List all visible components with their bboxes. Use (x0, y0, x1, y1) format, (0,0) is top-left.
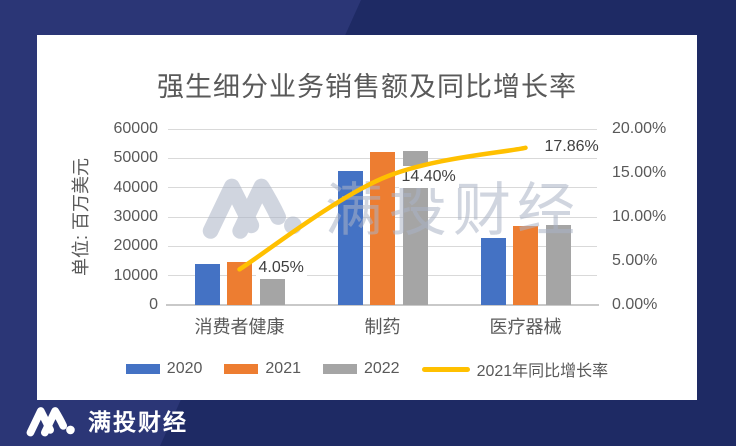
legend-item-2021: 2021 (224, 360, 301, 378)
gridline (168, 128, 597, 130)
legend-item-2020: 2020 (125, 360, 203, 378)
left-axis-tick: 30000 (113, 208, 159, 225)
chart-title: 强生细分业务销售额及同比增长率 (157, 72, 577, 102)
bar-2020 (480, 237, 506, 305)
chart-legend: 2020 2021 2022 2021年同比增长率 (37, 357, 697, 381)
bar-2020 (194, 263, 220, 305)
bar-2021 (370, 152, 395, 305)
legend-label: 2022 (363, 360, 400, 377)
legend-bar-swatch (125, 364, 160, 374)
chart-card: 强生细分业务销售额及同比增长率 单位: 百万美元 60000 50000 40000… (37, 35, 697, 400)
brand-name: 满投财经 (88, 409, 188, 435)
left-axis-tick: 60000 (113, 120, 159, 137)
left-axis-tick: 0 (149, 296, 158, 313)
right-axis-tick: 5.00% (612, 252, 658, 269)
legend-bar-swatch (224, 364, 259, 374)
legend-line-swatch (421, 366, 470, 372)
right-axis-tick: 0.00% (612, 296, 658, 313)
data-label: 17.86% (541, 135, 602, 158)
x-axis-label: 医疗器械 (489, 317, 562, 337)
data-label: 4.05% (255, 257, 307, 280)
data-label: 14.40% (398, 166, 459, 189)
bar-2020 (337, 171, 363, 305)
brand-m-icon (26, 407, 75, 437)
x-axis-label: 消费者健康 (194, 317, 285, 337)
x-axis-label: 制药 (364, 317, 401, 337)
footer-brand: 满投财经 (25, 402, 188, 438)
watermark-brand-m-icon (202, 178, 302, 239)
legend-item-2022: 2022 (322, 360, 400, 378)
left-axis-tick: 10000 (113, 266, 159, 284)
right-axis-tick: 10.00% (612, 208, 667, 225)
legend-label: 2021 (265, 360, 301, 377)
legend-item-2021年同比增长率: 2021年同比增长率 (421, 357, 609, 381)
bar-2022 (545, 224, 571, 305)
bar-2021 (227, 262, 252, 305)
legend-label: 2021年同比增长率 (476, 363, 609, 380)
legend-bar-swatch (322, 364, 357, 374)
bar-2021 (513, 225, 538, 305)
legend-label: 2020 (166, 360, 203, 377)
left-axis-tick: 40000 (113, 178, 159, 196)
x-axis-line (166, 304, 599, 306)
right-axis-tick: 15.00% (612, 164, 667, 181)
right-axis-tick: 20.00% (612, 120, 667, 137)
left-axis-tick: 20000 (113, 237, 159, 255)
left-axis-tick: 50000 (113, 149, 159, 167)
